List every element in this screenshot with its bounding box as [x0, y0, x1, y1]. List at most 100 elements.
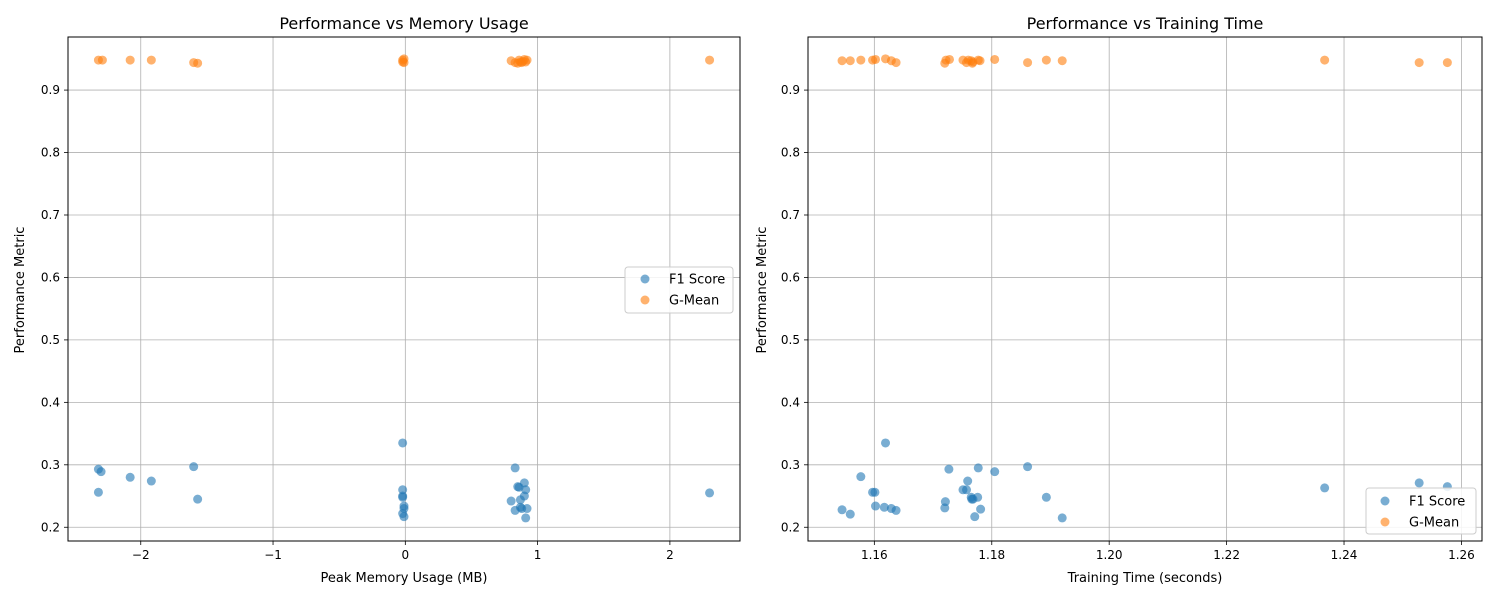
f1-score-point: [976, 504, 986, 514]
g-mean-point: [1320, 55, 1330, 65]
f1-score-point: [962, 485, 972, 495]
legend-f1-marker: [1380, 496, 1390, 506]
legend-f1-label: F1 Score: [1409, 495, 1465, 510]
f1-score-point: [940, 497, 950, 507]
f1-score-point: [1023, 462, 1033, 472]
g-mean-point: [125, 55, 135, 65]
g-mean-point: [845, 56, 855, 66]
g-mean-point: [871, 54, 881, 64]
x-tick-label: 1.24: [1331, 548, 1358, 562]
y-tick-label: 0.5: [41, 333, 60, 347]
y-tick-label: 0.4: [781, 395, 800, 409]
x-tick-label: 2: [666, 548, 674, 562]
legend-f1-marker: [640, 274, 650, 284]
g-mean-point: [891, 58, 901, 68]
x-axis-label: Training Time (seconds): [1067, 571, 1223, 586]
f1-score-point: [870, 487, 880, 497]
g-mean-point: [944, 54, 954, 64]
x-tick-label: −1: [264, 548, 282, 562]
legend: F1 Score G-Mean: [624, 266, 734, 314]
grid-lines: [808, 37, 1482, 541]
legend-f1-label: F1 Score: [669, 273, 725, 288]
f1-score-point: [944, 464, 954, 474]
x-tick-label: −2: [132, 548, 150, 562]
x-tick-label: 1.18: [978, 548, 1005, 562]
f1-score-point: [93, 487, 103, 497]
legend-gmean-marker: [1380, 517, 1390, 527]
f1-score-point: [880, 438, 890, 448]
data-points: [93, 54, 715, 523]
f1-score-point: [399, 512, 409, 522]
x-axis-label: Peak Memory Usage (MB): [321, 571, 488, 586]
f1-score-point: [1041, 492, 1051, 502]
y-tick-label: 0.8: [41, 146, 60, 160]
y-tick-label: 0.7: [41, 208, 60, 222]
x-tick-label: 1.16: [861, 548, 888, 562]
g-mean-point: [705, 55, 715, 65]
f1-score-point: [398, 485, 408, 495]
f1-score-point: [1057, 513, 1067, 523]
f1-score-point: [891, 505, 901, 515]
f1-score-point: [125, 472, 135, 482]
g-mean-point: [1414, 58, 1424, 68]
x-tick-label: 1.26: [1448, 548, 1475, 562]
plot-frame: [67, 36, 741, 542]
y-tick-label: 0.7: [781, 208, 800, 222]
g-mean-point: [1041, 55, 1051, 65]
f1-score-point: [1320, 483, 1330, 493]
f1-score-point: [519, 478, 529, 488]
g-mean-point: [1442, 58, 1452, 68]
f1-score-point: [189, 462, 199, 472]
legend-gmean-label: G-Mean: [1409, 516, 1459, 531]
g-mean-point: [522, 55, 532, 65]
y-tick-label: 0.4: [41, 395, 60, 409]
x-tick-label: 1.20: [1096, 548, 1123, 562]
training-time-panel: Performance vs Training Time Training Ti…: [755, 14, 1483, 586]
f1-score-point: [146, 476, 156, 486]
y-axis-label: Performance Metric: [13, 227, 28, 354]
f1-score-point: [990, 467, 1000, 477]
f1-score-point: [398, 438, 408, 448]
f1-score-point: [193, 494, 203, 504]
f1-score-point: [856, 472, 866, 482]
f1-score-point: [506, 496, 516, 506]
g-mean-point: [146, 55, 156, 65]
y-tick-label: 0.8: [781, 146, 800, 160]
y-tick-label: 0.9: [41, 83, 60, 97]
f1-score-point: [96, 467, 106, 477]
f1-score-point: [521, 485, 531, 495]
y-tick-label: 0.2: [781, 520, 800, 534]
f1-score-point: [705, 488, 715, 498]
f1-score-point: [845, 509, 855, 519]
y-tick-label: 0.3: [41, 458, 60, 472]
g-mean-point: [975, 56, 985, 66]
y-tick-label: 0.2: [41, 520, 60, 534]
f1-score-point: [1414, 478, 1424, 488]
f1-score-point: [521, 513, 531, 523]
f1-score-point: [522, 504, 532, 514]
f1-score-point: [970, 512, 980, 522]
g-mean-point: [399, 58, 409, 68]
data-points: [837, 54, 1452, 523]
chart-title: Performance vs Memory Usage: [279, 14, 528, 33]
y-axis-label: Performance Metric: [755, 227, 770, 354]
g-mean-point: [990, 54, 1000, 64]
y-tick-label: 0.3: [781, 458, 800, 472]
tick-labels: 1.16 1.18 1.20 1.22 1.24 1.26 0.2 0.3 0.4 0.5 0.6 0…: [781, 83, 1475, 562]
f1-score-point: [879, 502, 889, 512]
legend-gmean-label: G-Mean: [669, 294, 719, 309]
chart-title: Performance vs Training Time: [1027, 14, 1264, 33]
f1-score-point: [398, 492, 408, 502]
x-tick-label: 0: [402, 548, 410, 562]
plot-frame: [807, 36, 1483, 542]
f1-score-point: [871, 501, 881, 511]
f1-score-point: [963, 476, 973, 486]
tick-labels: −2 −1 0 1 2 0.2 0.3 0.4 0.5 0.6 0.7 0.8 0.9: [41, 83, 674, 562]
y-tick-label: 0.5: [781, 333, 800, 347]
g-mean-point: [1023, 58, 1033, 68]
legend-box: [1365, 487, 1477, 535]
memory-usage-panel: Performance vs Memory Usage Peak Memory …: [13, 14, 741, 586]
y-tick-label: 0.9: [781, 83, 800, 97]
